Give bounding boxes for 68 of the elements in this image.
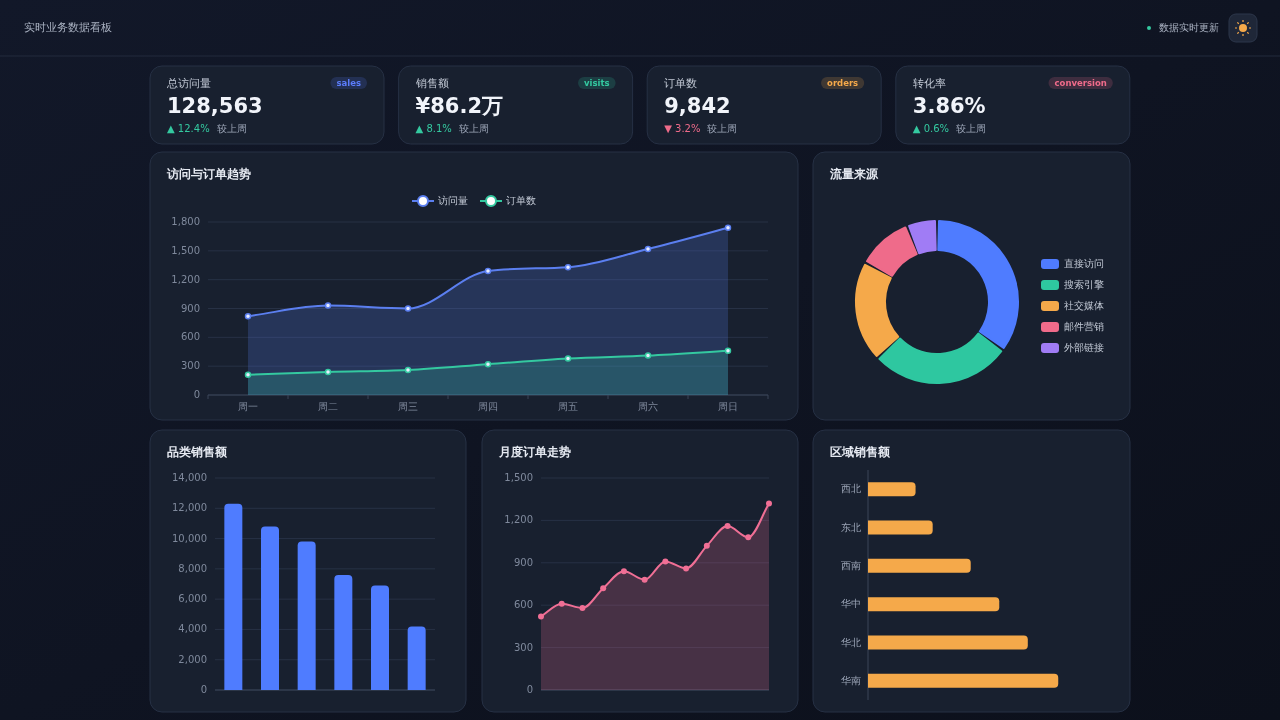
y-tick-label: 东北: [841, 521, 861, 533]
y-tick-label: 1,200: [171, 273, 200, 285]
y-tick-label: 6,000: [178, 593, 207, 605]
y-tick-label: 900: [180, 302, 200, 314]
y-tick-label: 10,000: [172, 532, 207, 544]
legend-label: 搜索引擎: [1064, 279, 1104, 290]
y-tick-label: 1,500: [504, 472, 533, 483]
text: 订单数: [664, 77, 698, 90]
legend-label: 邮件营销: [1064, 321, 1104, 332]
text: 较上周: [707, 123, 738, 134]
y-tick-label: 华南: [841, 674, 861, 686]
y-tick-label: 0: [526, 684, 533, 695]
text: ¥86.2万: [415, 94, 504, 118]
x-tick-label: 周三: [398, 401, 418, 412]
y-tick-label: 华中: [841, 598, 861, 610]
text: 较上周: [216, 123, 247, 134]
y-tick-label: 600: [180, 331, 200, 343]
y-tick-label: 1,500: [171, 244, 200, 256]
y-tick-label: 300: [513, 641, 533, 653]
legend-label: 直接访问: [1064, 258, 1104, 269]
x-tick-label: 周四: [478, 401, 498, 412]
text: visits: [584, 77, 610, 88]
y-tick-label: 0: [200, 684, 207, 695]
y-tick-label: 300: [180, 360, 200, 372]
y-tick-label: 华北: [841, 636, 861, 648]
x-tick-label: 周一: [238, 401, 258, 412]
y-tick-label: 14,000: [172, 472, 207, 483]
text: 较上周: [956, 123, 987, 134]
y-tick-label: 1,200: [504, 514, 533, 526]
y-tick-label: 2,000: [178, 653, 207, 665]
text: 128,563: [167, 94, 263, 118]
x-tick-label: 周二: [318, 401, 338, 412]
y-tick-label: 600: [513, 599, 533, 611]
legend-label: 订单数: [506, 195, 536, 206]
y-tick-label: 900: [513, 556, 533, 568]
chart-title: 区域销售额: [830, 444, 891, 459]
text: ▼ 3.2%: [664, 123, 701, 134]
chart-title: 品类销售额: [167, 444, 228, 459]
chart-title: 月度订单走势: [498, 444, 571, 459]
legend-label: 外部链接: [1064, 342, 1104, 353]
legend-label: 社交媒体: [1064, 300, 1104, 311]
chart-title: 访问与订单趋势: [166, 166, 251, 181]
legend-label: 访问量: [438, 195, 468, 206]
y-tick-label: 4,000: [178, 623, 207, 635]
y-tick-label: 12,000: [172, 502, 207, 514]
text: 3.86%: [912, 94, 986, 118]
text: conversion: [1054, 77, 1107, 88]
x-tick-label: 周五: [558, 401, 578, 412]
text: orders: [827, 77, 859, 88]
text: 销售额: [414, 77, 449, 90]
y-tick-label: 0: [193, 389, 200, 400]
chart-title: 流量来源: [829, 166, 879, 181]
x-tick-label: 周六: [638, 401, 658, 412]
text: 转化率: [912, 77, 946, 90]
text: 较上周: [458, 123, 489, 134]
y-tick-label: 西北: [841, 483, 861, 495]
text: ▲ 8.1%: [415, 123, 452, 134]
text: 实时业务数据看板: [24, 21, 112, 34]
text: 9,842: [664, 94, 731, 118]
text: 数据实时更新: [1159, 22, 1219, 33]
text: sales: [336, 77, 361, 88]
text: ▲ 0.6%: [912, 123, 950, 134]
y-tick-label: 8,000: [178, 562, 207, 574]
y-tick-label: 西南: [841, 559, 861, 571]
text: 总访问量: [166, 77, 211, 90]
text: ▲ 12.4%: [167, 123, 210, 134]
y-tick-label: 1,800: [171, 216, 200, 227]
x-tick-label: 周日: [718, 401, 738, 412]
